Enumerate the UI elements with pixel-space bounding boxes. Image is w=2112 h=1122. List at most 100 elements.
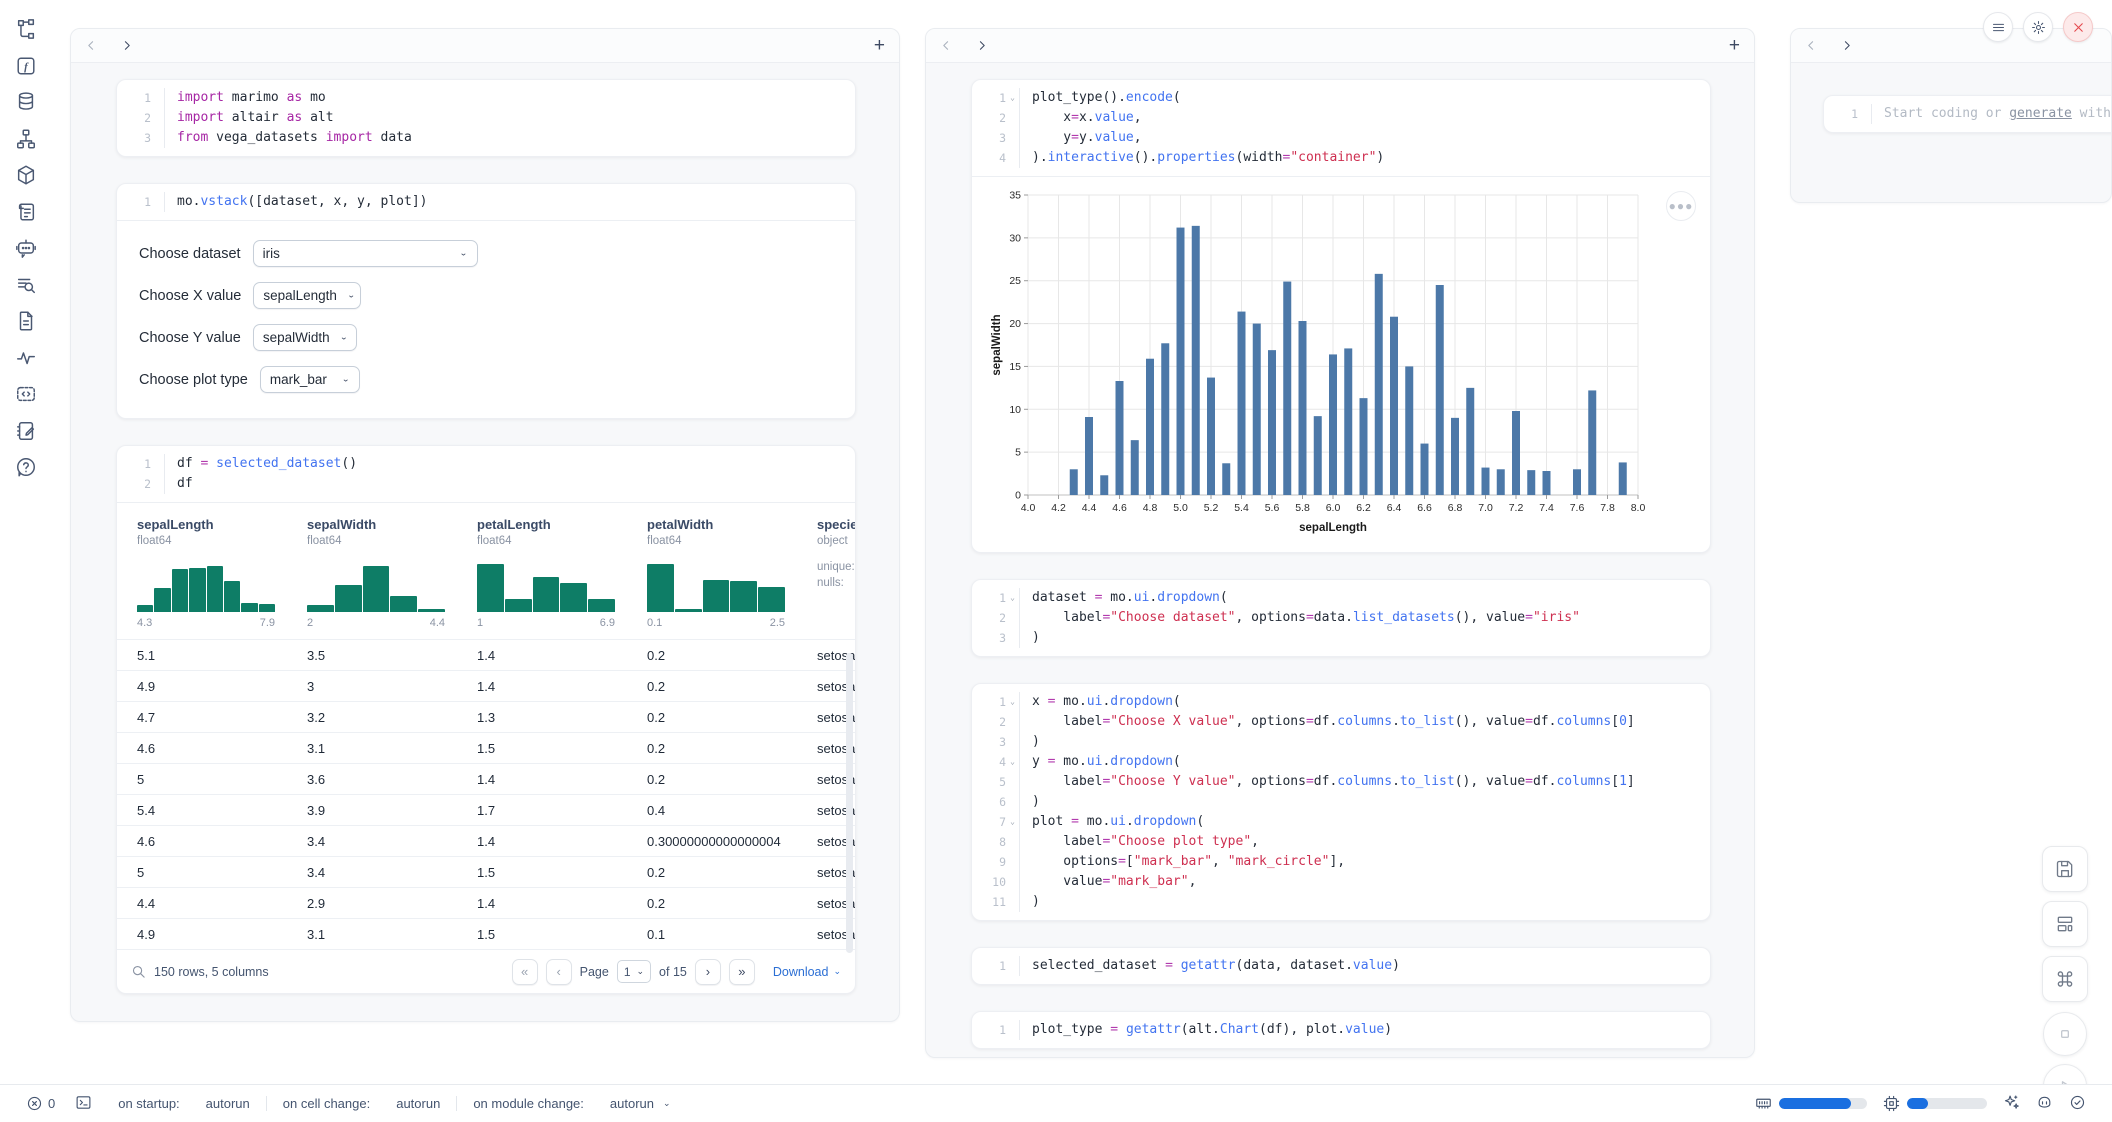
cell-imports[interactable]: 1import marimo as mo2import altair as al… (116, 79, 856, 157)
bar[interactable] (1283, 282, 1291, 495)
table-scrollbar[interactable] (846, 653, 853, 953)
code-line[interactable]: 9 options=["mark_bar", "mark_circle"], (972, 852, 1710, 872)
download-button[interactable]: Download⌄ (773, 965, 841, 979)
bar[interactable] (1451, 418, 1459, 495)
stop-button[interactable] (2043, 1012, 2087, 1056)
search-icon[interactable] (131, 964, 146, 979)
help-icon[interactable] (13, 454, 39, 480)
column-header[interactable]: petalWidthfloat640.12.5 (647, 517, 817, 629)
dependency-graph-icon[interactable] (13, 126, 39, 152)
bar[interactable] (1131, 440, 1139, 495)
bar[interactable] (1421, 444, 1429, 495)
notebook-icon[interactable] (13, 418, 39, 444)
page-select[interactable]: 1⌄ (617, 960, 651, 983)
dropdown-select[interactable]: mark_bar⌄ (260, 366, 360, 393)
first-page-button[interactable]: « (512, 959, 538, 985)
tracing-icon[interactable] (13, 345, 39, 371)
code-line[interactable]: 8 label="Choose plot type", (972, 832, 1710, 852)
table-row[interactable]: 4.93.11.50.1setosa (117, 918, 855, 949)
marimo-file-icon[interactable]: f (13, 53, 39, 79)
dropdown-select[interactable]: sepalWidth⌄ (253, 324, 357, 351)
autorun-segment[interactable]: on startup:autorun (102, 1096, 266, 1111)
dropdown-select[interactable]: sepalLength⌄ (253, 282, 361, 309)
column-header[interactable]: speciesobjectunique:nulls: (817, 517, 855, 629)
nav-next-icon[interactable] (975, 39, 988, 52)
code-line[interactable]: 1selected_dataset = getattr(data, datase… (972, 956, 1710, 976)
file-explorer-icon[interactable] (13, 16, 39, 42)
terminal-button[interactable] (75, 1094, 92, 1114)
code-line[interactable]: 1plot_type = getattr(alt.Chart(df), plot… (972, 1020, 1710, 1040)
bar[interactable] (1192, 226, 1200, 495)
column-header[interactable]: sepalLengthfloat644.37.9 (137, 517, 307, 629)
generate-link[interactable]: generate (2009, 106, 2072, 121)
code-line[interactable]: 3 y=y.value, (972, 128, 1710, 148)
code-line[interactable]: 1mo.vstack([dataset, x, y, plot]) (117, 192, 855, 212)
bar[interactable] (1222, 463, 1230, 495)
nav-next-icon[interactable] (1840, 39, 1853, 52)
bar[interactable] (1360, 398, 1368, 495)
bar[interactable] (1436, 285, 1444, 495)
next-page-button[interactable]: › (695, 959, 721, 985)
logs-icon[interactable] (13, 272, 39, 298)
errors-indicator[interactable]: 0 (26, 1095, 55, 1112)
autorun-segment[interactable]: on cell change:autorun (266, 1096, 457, 1111)
table-row[interactable]: 53.41.50.2setosa (117, 856, 855, 887)
bar[interactable] (1512, 411, 1520, 495)
cell-vstack[interactable]: 1mo.vstack([dataset, x, y, plot]) Choose… (116, 183, 856, 419)
bar[interactable] (1573, 469, 1581, 495)
table-row[interactable]: 4.73.21.30.2setosa (117, 701, 855, 732)
connection-status-button[interactable] (2069, 1094, 2086, 1114)
bar[interactable] (1588, 390, 1596, 495)
fold-icon[interactable]: ⌄ (1006, 588, 1019, 608)
cell-plot-type[interactable]: 1plot_type = getattr(alt.Chart(df), plot… (971, 1011, 1711, 1049)
bar[interactable] (1497, 469, 1505, 495)
code-line[interactable]: 5 label="Choose Y value", options=df.col… (972, 772, 1710, 792)
ai-assist-button[interactable] (2003, 1094, 2020, 1114)
prev-page-button[interactable]: ‹ (546, 959, 572, 985)
code-line[interactable]: 2import altair as alt (117, 108, 855, 128)
nav-prev-icon[interactable] (1805, 39, 1818, 52)
cell-selected-dataset[interactable]: 1selected_dataset = getattr(data, datase… (971, 947, 1711, 985)
bar[interactable] (1238, 312, 1246, 495)
bar[interactable] (1390, 317, 1398, 495)
datasources-icon[interactable] (13, 89, 39, 115)
table-row[interactable]: 4.931.40.2setosa (117, 670, 855, 701)
column-header[interactable]: petalLengthfloat6416.9 (477, 517, 647, 629)
settings-button[interactable] (2023, 12, 2053, 42)
bar[interactable] (1619, 462, 1627, 495)
bar[interactable] (1253, 324, 1261, 495)
bar[interactable] (1375, 274, 1383, 495)
code-line[interactable]: 10 value="mark_bar", (972, 872, 1710, 892)
copilot-button[interactable] (2036, 1094, 2053, 1114)
bar[interactable] (1329, 354, 1337, 495)
close-button[interactable] (2063, 12, 2093, 42)
code-line[interactable]: 1import marimo as mo (117, 88, 855, 108)
bar[interactable] (1146, 359, 1154, 495)
snippets-icon[interactable] (13, 381, 39, 407)
code-line[interactable]: 2 label="Choose X value", options=df.col… (972, 712, 1710, 732)
fold-icon[interactable]: ⌄ (1006, 812, 1019, 832)
code-line[interactable]: 1⌄dataset = mo.ui.dropdown( (972, 588, 1710, 608)
bar[interactable] (1207, 378, 1215, 495)
code-line[interactable]: 3) (972, 628, 1710, 648)
bar[interactable] (1466, 388, 1474, 495)
nav-next-icon[interactable] (120, 39, 133, 52)
bar[interactable] (1161, 343, 1169, 495)
bar[interactable] (1405, 366, 1413, 495)
chart-menu-button[interactable]: ●●● (1666, 191, 1696, 221)
code-line[interactable]: 1⌄x = mo.ui.dropdown( (972, 692, 1710, 712)
nav-prev-icon[interactable] (940, 39, 953, 52)
bar[interactable] (1085, 417, 1093, 495)
layout-button[interactable] (2042, 901, 2088, 947)
cell-dataset-dropdown[interactable]: 1⌄dataset = mo.ui.dropdown(2 label="Choo… (971, 579, 1711, 657)
bar[interactable] (1268, 350, 1276, 495)
code-line[interactable]: 2 label="Choose dataset", options=data.l… (972, 608, 1710, 628)
add-cell-button[interactable]: + (874, 36, 885, 55)
code-line[interactable]: 2df (117, 474, 855, 494)
bar-chart[interactable]: 4.04.24.44.64.85.05.25.45.65.86.06.26.46… (990, 187, 1650, 539)
cell-xyplot-dropdowns[interactable]: 1⌄x = mo.ui.dropdown(2 label="Choose X v… (971, 683, 1711, 921)
code-line[interactable]: 6) (972, 792, 1710, 812)
bar[interactable] (1482, 468, 1490, 495)
fold-icon[interactable]: ⌄ (1006, 692, 1019, 712)
save-button[interactable] (2042, 846, 2088, 892)
